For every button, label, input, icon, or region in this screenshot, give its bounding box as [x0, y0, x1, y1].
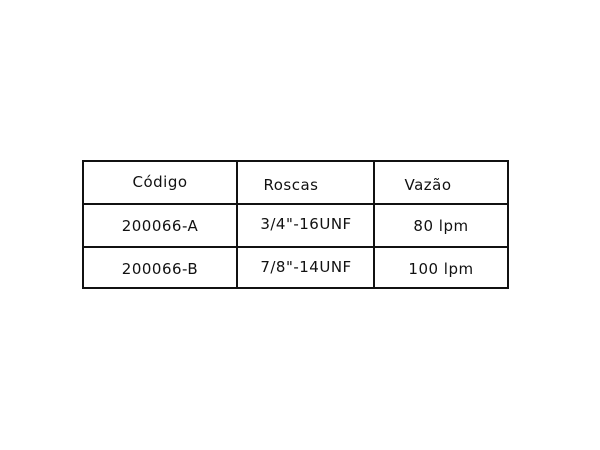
row-divider	[84, 203, 507, 205]
row-divider	[84, 246, 507, 248]
row-2-vazao: 100 lpm	[408, 260, 474, 278]
header-codigo: Código	[132, 173, 188, 191]
header-vazao: Vazão	[404, 176, 452, 194]
row-1-codigo: 200066-A	[121, 217, 199, 235]
header-roscas: Roscas	[263, 176, 319, 194]
row-2-roscas: 7/8"-14UNF	[260, 258, 352, 276]
column-divider	[236, 162, 238, 287]
row-1-vazao: 80 lpm	[413, 217, 469, 235]
row-2-codigo: 200066-B	[121, 260, 199, 278]
row-1-roscas: 3/4"-16UNF	[260, 215, 352, 233]
specification-table: Código Roscas Vazão 200066-A 3/4"-16UNF …	[82, 160, 509, 289]
column-divider	[373, 162, 375, 287]
